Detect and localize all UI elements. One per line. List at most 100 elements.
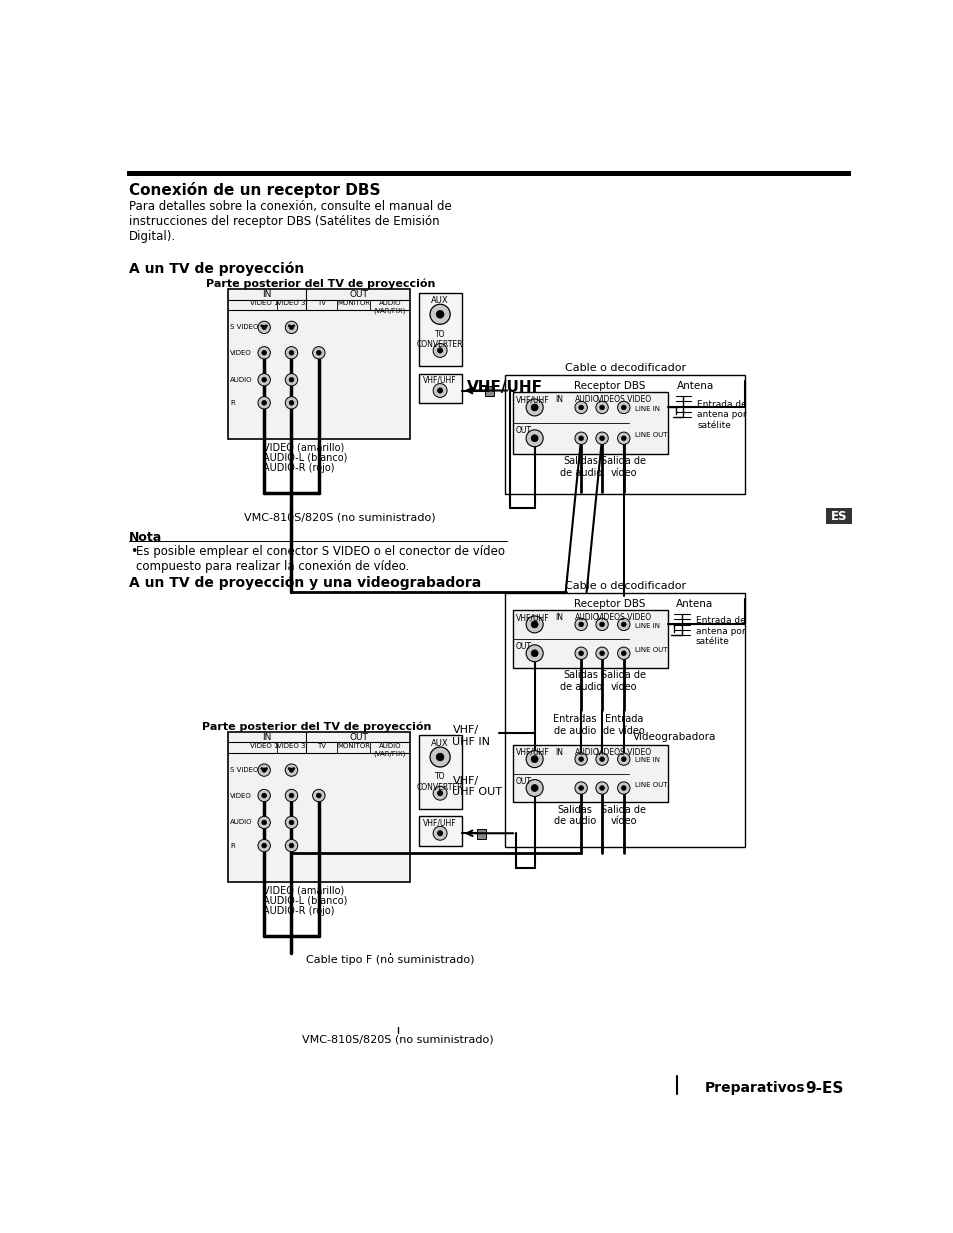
- Circle shape: [531, 756, 537, 763]
- Circle shape: [261, 350, 266, 355]
- Circle shape: [531, 435, 537, 441]
- Bar: [476, 829, 485, 838]
- Text: 9-ES: 9-ES: [804, 1081, 842, 1096]
- Text: TO
CONVERTER: TO CONVERTER: [416, 329, 463, 349]
- Circle shape: [578, 785, 583, 790]
- Text: MONITOR: MONITOR: [336, 743, 370, 750]
- Circle shape: [620, 651, 625, 656]
- Text: Salidas
de audio: Salidas de audio: [554, 805, 596, 826]
- Bar: [825, 508, 852, 524]
- Circle shape: [293, 767, 294, 769]
- Text: Salidas
de audio: Salidas de audio: [559, 670, 601, 692]
- Circle shape: [289, 401, 294, 406]
- Text: AUDIO: AUDIO: [575, 747, 599, 757]
- Text: IN: IN: [262, 734, 272, 742]
- Text: Antena: Antena: [677, 381, 714, 391]
- Text: LINE IN: LINE IN: [635, 757, 659, 763]
- Text: Nota: Nota: [129, 531, 162, 545]
- Circle shape: [430, 305, 450, 324]
- Text: Cable o decodificador: Cable o decodificador: [564, 363, 685, 372]
- Text: AUDIO-L (blanco): AUDIO-L (blanco): [262, 453, 347, 462]
- Text: AUX: AUX: [431, 739, 449, 747]
- Text: AUDIO-R (rojo): AUDIO-R (rojo): [262, 906, 334, 916]
- Circle shape: [620, 785, 625, 790]
- Circle shape: [313, 346, 325, 359]
- Circle shape: [596, 753, 608, 766]
- Circle shape: [596, 401, 608, 413]
- Circle shape: [289, 326, 294, 329]
- Text: R: R: [230, 842, 234, 848]
- Text: VHF/UHF: VHF/UHF: [516, 613, 549, 621]
- Text: •: •: [130, 545, 137, 557]
- Text: Conexión de un receptor DBS: Conexión de un receptor DBS: [129, 181, 379, 197]
- Bar: [418, 374, 461, 403]
- Circle shape: [261, 843, 266, 848]
- Text: S VIDEO: S VIDEO: [230, 767, 258, 773]
- Bar: [505, 375, 744, 494]
- Circle shape: [617, 782, 629, 794]
- Circle shape: [285, 840, 297, 852]
- Circle shape: [285, 322, 297, 334]
- Text: Salidas
de audio: Salidas de audio: [559, 456, 601, 477]
- Circle shape: [620, 436, 625, 440]
- Circle shape: [578, 436, 583, 440]
- Circle shape: [289, 793, 294, 798]
- Circle shape: [437, 348, 442, 353]
- Text: AUDIO: AUDIO: [230, 820, 253, 825]
- Bar: [513, 392, 667, 454]
- Text: TO
CONVERTER: TO CONVERTER: [416, 772, 463, 792]
- Circle shape: [599, 785, 604, 790]
- Circle shape: [257, 322, 270, 334]
- Circle shape: [261, 793, 266, 798]
- Circle shape: [617, 401, 629, 413]
- Text: Salida de
vídeo: Salida de vídeo: [600, 805, 645, 826]
- Circle shape: [257, 397, 270, 409]
- Text: VHF/
UHF IN: VHF/ UHF IN: [452, 725, 490, 747]
- Circle shape: [525, 751, 542, 768]
- Circle shape: [596, 647, 608, 660]
- Circle shape: [578, 757, 583, 762]
- Text: OUT: OUT: [349, 291, 368, 300]
- Circle shape: [433, 787, 447, 800]
- Text: S VIDEO: S VIDEO: [230, 324, 258, 330]
- Text: AUDIO: AUDIO: [575, 613, 599, 621]
- Circle shape: [575, 432, 587, 444]
- Text: TV: TV: [316, 743, 326, 750]
- Text: A un TV de proyección: A un TV de proyección: [129, 261, 303, 276]
- Text: AUX: AUX: [431, 296, 449, 305]
- Text: IN: IN: [555, 613, 563, 621]
- Circle shape: [288, 324, 290, 327]
- Circle shape: [617, 647, 629, 660]
- Circle shape: [599, 651, 604, 656]
- Text: AUDIO
(VAR/FIX): AUDIO (VAR/FIX): [374, 743, 406, 757]
- Circle shape: [257, 346, 270, 359]
- Text: AUDIO: AUDIO: [575, 395, 599, 404]
- Circle shape: [257, 764, 270, 777]
- Circle shape: [620, 757, 625, 762]
- Circle shape: [436, 311, 443, 318]
- Text: VHF/
UHF OUT: VHF/ UHF OUT: [452, 776, 502, 797]
- Circle shape: [289, 820, 294, 825]
- Bar: [418, 292, 461, 366]
- Text: VIDEO 1: VIDEO 1: [250, 301, 278, 307]
- Circle shape: [289, 843, 294, 848]
- Bar: [228, 731, 410, 882]
- Text: VHF/UHF: VHF/UHF: [467, 380, 542, 395]
- Text: Receptor DBS: Receptor DBS: [574, 381, 645, 391]
- Text: VHF/UHF: VHF/UHF: [516, 395, 549, 404]
- Circle shape: [433, 826, 447, 840]
- Circle shape: [525, 430, 542, 446]
- Text: AUDIO
(VAR/FIX): AUDIO (VAR/FIX): [374, 301, 406, 314]
- Circle shape: [285, 346, 297, 359]
- Circle shape: [599, 757, 604, 762]
- Circle shape: [430, 747, 450, 767]
- Circle shape: [262, 768, 266, 772]
- Bar: [484, 386, 494, 396]
- Circle shape: [525, 616, 542, 633]
- Circle shape: [289, 377, 294, 382]
- Circle shape: [617, 618, 629, 630]
- Circle shape: [531, 404, 537, 411]
- Circle shape: [531, 650, 537, 657]
- Text: Es posible emplear el conector S VIDEO o el conector de vídeo
compuesto para rea: Es posible emplear el conector S VIDEO o…: [136, 545, 505, 572]
- Text: VHF/UHF: VHF/UHF: [423, 819, 456, 827]
